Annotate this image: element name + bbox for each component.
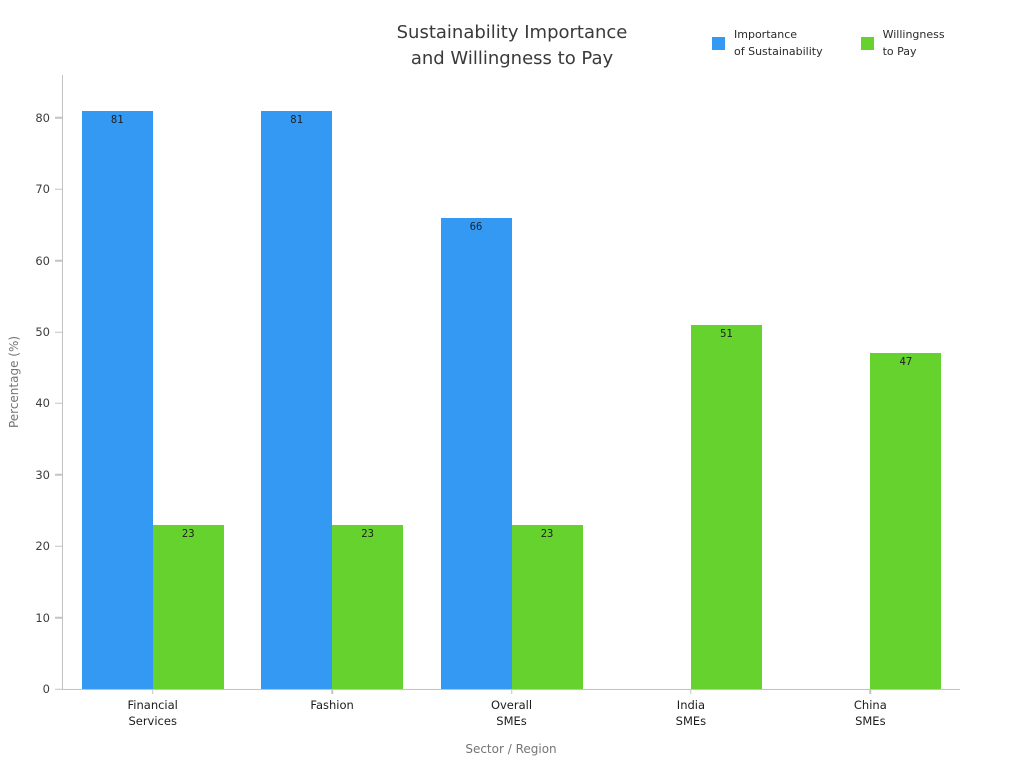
y-tick-mark <box>55 616 62 619</box>
y-tick-mark <box>55 474 62 476</box>
bar: 23 <box>511 524 583 689</box>
chart-title: Sustainability Importance and Willingnes… <box>0 20 1024 72</box>
x-tick-mark <box>151 689 154 694</box>
bar: 23 <box>332 524 404 689</box>
bar-value-label: 66 <box>469 220 483 233</box>
bar: 81 <box>261 110 333 689</box>
legend-label-line: Importance <box>734 28 798 41</box>
y-tick-label: 60 <box>35 253 50 268</box>
bar-value-label: 81 <box>290 113 303 126</box>
legend-item: Importance of Sustainability <box>712 27 823 60</box>
legend-label-line: of Sustainability <box>734 44 823 58</box>
y-tick-mark <box>55 688 62 690</box>
x-tick-label-line: Fashion <box>310 698 354 712</box>
x-tick-label-line: SMEs <box>855 713 886 728</box>
x-tick-mark <box>869 689 872 694</box>
legend-label: Importance of Sustainability <box>734 27 823 60</box>
bar-group: 66 23 <box>422 75 601 689</box>
legend-item: Willingness to Pay <box>860 27 945 60</box>
y-tick-label: 40 <box>35 396 50 411</box>
y-tick-label: 70 <box>35 182 50 197</box>
x-tick-label-line: India <box>676 698 706 712</box>
bar-value-label: 23 <box>540 527 554 540</box>
bar-group: 81 23 <box>242 75 421 689</box>
x-tick-label-line: Services <box>128 713 177 728</box>
legend-label: Willingness to Pay <box>883 27 945 60</box>
x-tick-mark <box>510 689 513 694</box>
y-tick-mark <box>55 545 62 547</box>
bar-value-label: 23 <box>361 527 374 540</box>
x-tick-label-line: Financial <box>127 698 178 712</box>
bar-value-label: 23 <box>181 527 195 540</box>
y-tick-label: 10 <box>35 610 50 625</box>
bar: 23 <box>152 524 224 689</box>
legend-label-line: Willingness <box>882 28 945 41</box>
x-tick-label: India SMEs <box>601 689 780 729</box>
bar-value-label: 47 <box>899 356 913 369</box>
x-tick-label: Overall SMEs <box>422 689 601 729</box>
bars-container: 81 23 81 23 66 23 51 47 <box>63 75 960 689</box>
legend-label-line: to Pay <box>882 44 917 58</box>
chart-title-line1: Sustainability Importance <box>396 22 628 43</box>
bar-group: 81 23 <box>63 75 242 689</box>
x-tick-label-line: SMEs <box>675 713 707 728</box>
x-axis-tick-labels: Financial Services Fashion Overall SMEs India… <box>63 689 960 729</box>
y-axis-title: Percentage (%) <box>7 335 21 429</box>
bar: 81 <box>81 110 153 689</box>
bar: 66 <box>440 217 512 689</box>
y-tick-label: 0 <box>42 682 50 696</box>
x-tick-label: Financial Services <box>63 689 242 729</box>
x-tick-label-line: Overall <box>490 698 533 712</box>
bar-group: 51 <box>601 75 780 689</box>
legend-color-swatch <box>860 37 874 50</box>
bar-value-label: 81 <box>110 113 124 126</box>
x-tick-mark <box>690 689 692 694</box>
y-tick-label: 50 <box>35 325 50 340</box>
y-tick-mark <box>55 259 62 262</box>
x-tick-label-line: SMEs <box>496 713 527 728</box>
y-tick-mark <box>55 331 62 333</box>
bar-value-label: 51 <box>720 327 733 340</box>
y-tick-label: 80 <box>35 110 50 125</box>
chart-legend: Importance of Sustainability Willingness to… <box>712 27 945 60</box>
x-tick-label-line: China <box>853 698 887 712</box>
y-tick-mark <box>55 188 62 190</box>
y-tick-mark <box>55 402 62 405</box>
chart-title-line2: and Willingness to Pay <box>410 48 614 70</box>
bar: 51 <box>690 324 762 689</box>
x-tick-mark <box>331 689 333 694</box>
x-tick-label: Fashion <box>242 689 421 729</box>
plot-area: 81 23 81 23 66 23 51 47 Financial Services Fashio… <box>35 75 960 728</box>
legend-color-swatch <box>712 37 725 50</box>
y-tick-mark <box>55 117 62 119</box>
bar: 47 <box>870 353 942 689</box>
y-tick-label: 30 <box>35 467 50 482</box>
x-axis-title: Sector / Region <box>465 742 557 756</box>
bar-group: 47 <box>781 75 960 689</box>
y-tick-label: 20 <box>35 539 50 554</box>
x-tick-label: China SMEs <box>781 689 960 729</box>
